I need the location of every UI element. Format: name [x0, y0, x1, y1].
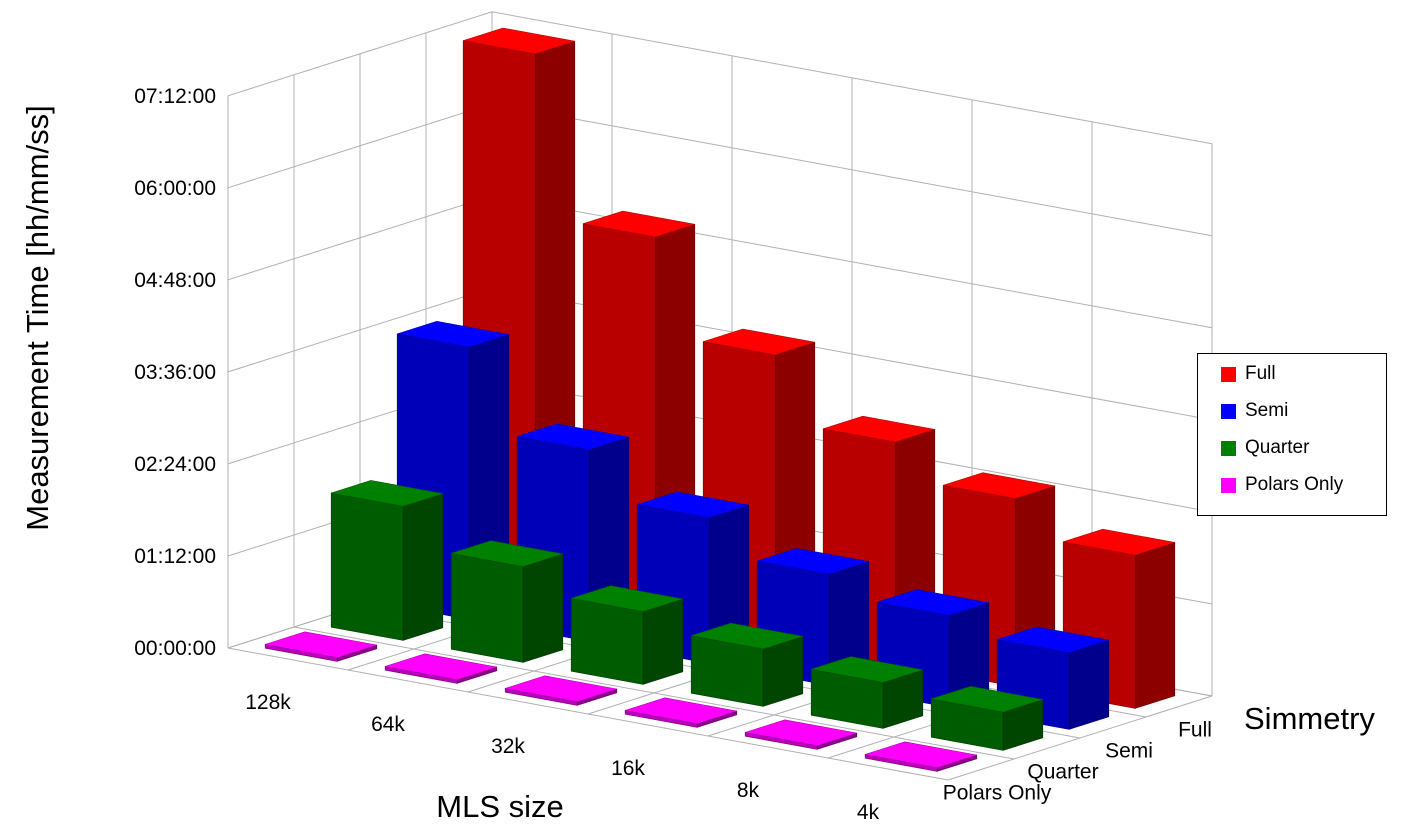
y-tick-labels: 00:00:00 01:12:00 02:24:00 03:36:00 04:48:00… — [134, 85, 216, 660]
bars — [264, 27, 1176, 772]
bar-quarter-4k — [930, 685, 1044, 751]
x-tick-labels: 128k 64k 32k 16k 8k 4k — [245, 691, 879, 824]
bar-polars-only-32k — [504, 675, 618, 706]
x-tick-label: 128k — [245, 691, 291, 714]
bar-polars-only-8k — [744, 719, 858, 750]
depth-tick-label: Full — [1178, 719, 1212, 742]
y-tick-label: 07:12:00 — [134, 85, 216, 108]
depth-tick-label: Polars Only — [943, 782, 1052, 805]
bar-polars-only-4k — [864, 741, 978, 772]
legend-item: Polars Only — [1221, 472, 1343, 498]
legend-label: Polars Only — [1245, 474, 1344, 495]
grid-line-y — [227, 195, 1213, 329]
grid-line-y — [227, 103, 1213, 237]
y-tick-label: 04:48:00 — [134, 269, 216, 292]
x-tick-label: 16k — [611, 757, 645, 780]
y-tick-label: 02:24:00 — [134, 453, 216, 476]
grid-line-floor — [293, 626, 1015, 760]
legend-label: Full — [1245, 363, 1276, 384]
depth-tick-label: Quarter — [1027, 761, 1098, 784]
legend: Full Semi Quarter Polars Only — [1197, 353, 1387, 516]
bar-polars-only-64k — [384, 653, 498, 684]
bar-quarter-8k — [810, 656, 924, 729]
y-tick-label: 06:00:00 — [134, 177, 216, 200]
y-tick-label: 01:12:00 — [134, 545, 216, 568]
bar-polars-only-16k — [624, 697, 738, 728]
legend-label: Semi — [1245, 400, 1289, 421]
bar-quarter-64k — [450, 540, 564, 663]
depth-axis-label: Simmetry — [1244, 701, 1375, 736]
grid-line-floor — [227, 647, 949, 781]
x-tick-label: 4k — [857, 801, 880, 824]
y-axis-label: Measurement Time [hh/mm/ss] — [20, 105, 55, 531]
legend-swatch — [1221, 366, 1236, 382]
y-tick-label: 03:36:00 — [134, 361, 216, 384]
x-tick-label: 32k — [491, 735, 525, 758]
legend-item: Quarter — [1221, 435, 1309, 461]
legend-swatch — [1221, 477, 1236, 493]
grid-line-y — [227, 11, 1213, 145]
legend-swatch — [1221, 440, 1236, 456]
x-tick-label: 8k — [737, 779, 760, 802]
legend-label: Quarter — [1245, 437, 1310, 458]
bar-quarter-16k — [690, 622, 804, 707]
x-tick-label: 64k — [371, 713, 405, 736]
depth-tick-label: Semi — [1105, 740, 1153, 763]
bar-polars-only-128k — [264, 631, 378, 662]
y-tick-label: 00:00:00 — [134, 637, 216, 660]
bar-quarter-32k — [570, 585, 684, 685]
legend-item: Semi — [1221, 398, 1288, 424]
x-axis-label: MLS size — [436, 789, 563, 824]
legend-item: Full — [1221, 361, 1276, 387]
legend-swatch — [1221, 403, 1236, 419]
bar-quarter-128k — [330, 480, 444, 641]
